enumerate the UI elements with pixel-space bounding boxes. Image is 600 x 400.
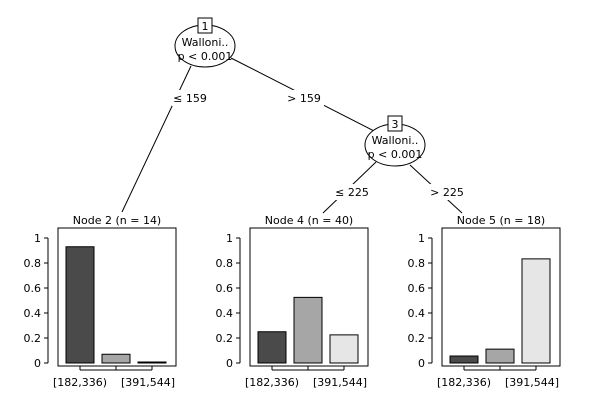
bar xyxy=(329,334,359,364)
x-tick-label: [391,544] xyxy=(121,376,175,389)
y-tick-label: 0 xyxy=(226,357,233,370)
bar xyxy=(521,258,551,364)
x-tick-label: [182,336) xyxy=(53,376,107,389)
node-3-id: 3 xyxy=(392,118,399,131)
tree-node-1: 1 Walloni.. p < 0.001 xyxy=(174,17,236,68)
y-tick-label: 0.8 xyxy=(216,257,234,270)
x-tick-label: [182,336) xyxy=(437,376,491,389)
edge-1-2 xyxy=(121,65,192,213)
bar xyxy=(137,361,167,364)
y-tick-label: 1 xyxy=(34,232,41,245)
y-tick-label: 1 xyxy=(226,232,233,245)
node-1-variable: Walloni.. xyxy=(182,36,229,49)
node-3-pvalue: p < 0.001 xyxy=(368,148,423,161)
terminal-node-2: Node 2 (n = 14) 0 0.2 0.4 0.6 0.8 1 [182,336) [3… xyxy=(24,214,177,389)
node-1-pvalue: p < 0.001 xyxy=(178,50,233,63)
bar xyxy=(65,246,95,364)
bar xyxy=(293,296,323,364)
bar xyxy=(257,331,287,364)
node-3-variable: Walloni.. xyxy=(372,134,419,147)
node-1-id: 1 xyxy=(202,20,209,33)
edge-label-3-5: > 225 xyxy=(430,186,464,199)
terminal-node-4: Node 4 (n = 40) 0 0.2 0.4 0.6 0.8 1 [182,336) [3… xyxy=(216,214,369,389)
y-tick-label: 0.2 xyxy=(408,332,426,345)
y-tick-label: 0.6 xyxy=(24,282,42,295)
y-tick-label: 0.8 xyxy=(408,257,426,270)
x-tick-label: [182,336) xyxy=(245,376,299,389)
tree-node-3: 3 Walloni.. p < 0.001 xyxy=(364,115,426,167)
y-tick-label: 1 xyxy=(418,232,425,245)
y-tick-label: 0 xyxy=(34,357,41,370)
y-tick-label: 0.6 xyxy=(216,282,234,295)
terminal-node-5: Node 5 (n = 18) 0 0.2 0.4 0.6 0.8 1 [182,336) [3… xyxy=(408,214,561,389)
edge-label-1-3: > 159 xyxy=(287,92,321,105)
panel-title: Node 2 (n = 14) xyxy=(73,214,161,227)
edge-label-1-2: ≤ 159 xyxy=(173,92,207,105)
bar xyxy=(101,353,131,364)
y-tick-label: 0.4 xyxy=(24,307,42,320)
y-tick-label: 0.4 xyxy=(216,307,234,320)
y-tick-label: 0.2 xyxy=(216,332,234,345)
bar xyxy=(485,348,515,364)
terminal-node-panels: Node 2 (n = 14) 0 0.2 0.4 0.6 0.8 1 [182,336) [3… xyxy=(24,214,561,389)
panel-frame xyxy=(441,227,561,367)
x-tick-label: [391,544] xyxy=(313,376,367,389)
x-tick-label: [391,544] xyxy=(505,376,559,389)
y-tick-label: 0.2 xyxy=(24,332,42,345)
panel-frame xyxy=(249,227,369,367)
panel-title: Node 5 (n = 18) xyxy=(457,214,545,227)
y-tick-label: 0.8 xyxy=(24,257,42,270)
y-tick-label: 0.6 xyxy=(408,282,426,295)
bar xyxy=(449,355,479,364)
panel-frame xyxy=(57,227,177,367)
panel-title: Node 4 (n = 40) xyxy=(265,214,353,227)
edge-label-3-4: ≤ 225 xyxy=(335,186,369,199)
y-tick-label: 0.4 xyxy=(408,307,426,320)
y-tick-label: 0 xyxy=(418,357,425,370)
